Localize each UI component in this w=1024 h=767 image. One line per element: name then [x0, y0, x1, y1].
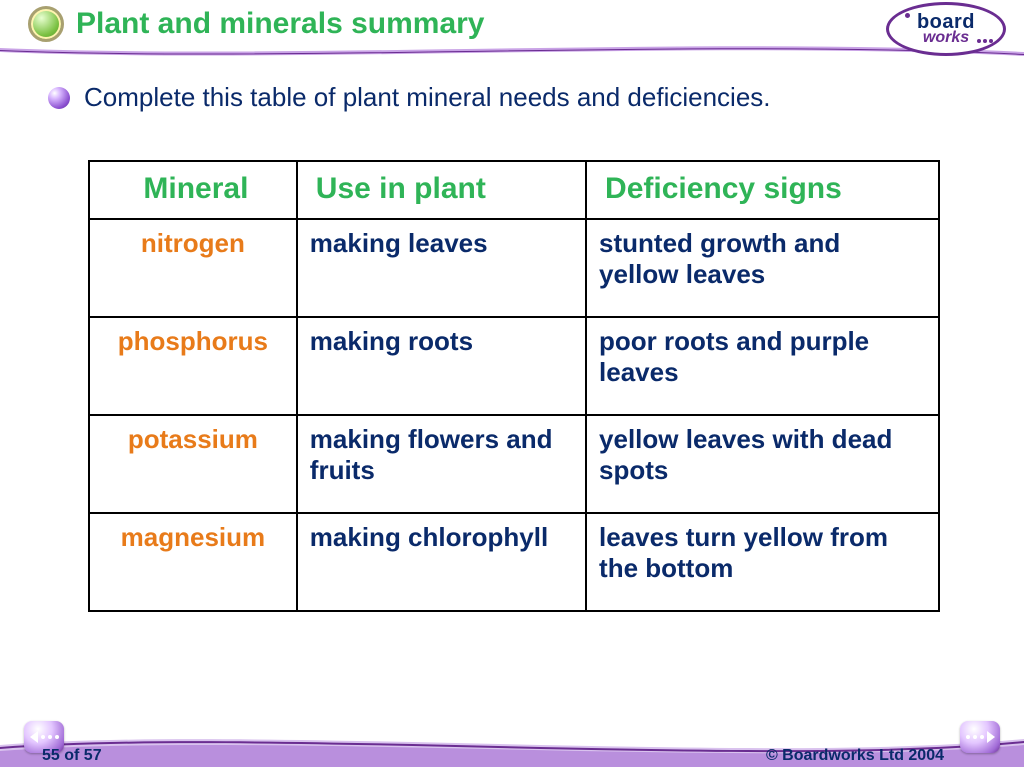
table-row: phosphorus making roots poor roots and p… — [89, 317, 939, 415]
arrow-left-icon — [30, 731, 38, 743]
cell-mineral: potassium — [89, 415, 297, 513]
cell-use: making roots — [297, 317, 586, 415]
col-header-def: Deficiency signs — [586, 161, 939, 219]
table-row: potassium making flowers and fruits yell… — [89, 415, 939, 513]
col-header-use: Use in plant — [297, 161, 586, 219]
page-counter: 55 of 57 — [42, 747, 102, 765]
page-title: Plant and minerals summary — [76, 7, 485, 41]
dots-icon — [966, 735, 984, 739]
leaf-ball-icon — [28, 6, 64, 42]
table-row: nitrogen making leaves stunted growth an… — [89, 219, 939, 317]
cell-use: making flowers and fruits — [297, 415, 586, 513]
top-swoosh — [0, 42, 1024, 60]
boardworks-logo: board works — [886, 2, 1006, 56]
logo-line2: works — [923, 31, 969, 45]
bullet-sphere-icon — [48, 87, 70, 109]
bottom-bar: 55 of 57 © Boardworks Ltd 2004 — [0, 717, 1024, 767]
minerals-table-wrap: Mineral Use in plant Deficiency signs ni… — [88, 160, 940, 612]
cell-mineral: nitrogen — [89, 219, 297, 317]
dots-icon — [41, 735, 59, 739]
cell-use: making chlorophyll — [297, 513, 586, 611]
cell-use: making leaves — [297, 219, 586, 317]
instruction-text: Complete this table of plant mineral nee… — [84, 82, 771, 113]
cell-mineral: phosphorus — [89, 317, 297, 415]
cell-def: poor roots and purple leaves — [586, 317, 939, 415]
cell-mineral: magnesium — [89, 513, 297, 611]
cell-def: leaves turn yellow from the bottom — [586, 513, 939, 611]
minerals-table: Mineral Use in plant Deficiency signs ni… — [88, 160, 940, 612]
col-header-mineral: Mineral — [89, 161, 297, 219]
copyright-text: © Boardworks Ltd 2004 — [766, 747, 944, 765]
instruction-row: Complete this table of plant mineral nee… — [48, 82, 984, 113]
cell-def: yellow leaves with dead spots — [586, 415, 939, 513]
cell-def: stunted growth and yellow leaves — [586, 219, 939, 317]
table-header-row: Mineral Use in plant Deficiency signs — [89, 161, 939, 219]
header: Plant and minerals summary — [28, 6, 1004, 42]
table-row: magnesium making chlorophyll leaves turn… — [89, 513, 939, 611]
arrow-right-icon — [987, 731, 995, 743]
next-button[interactable] — [960, 721, 1000, 753]
